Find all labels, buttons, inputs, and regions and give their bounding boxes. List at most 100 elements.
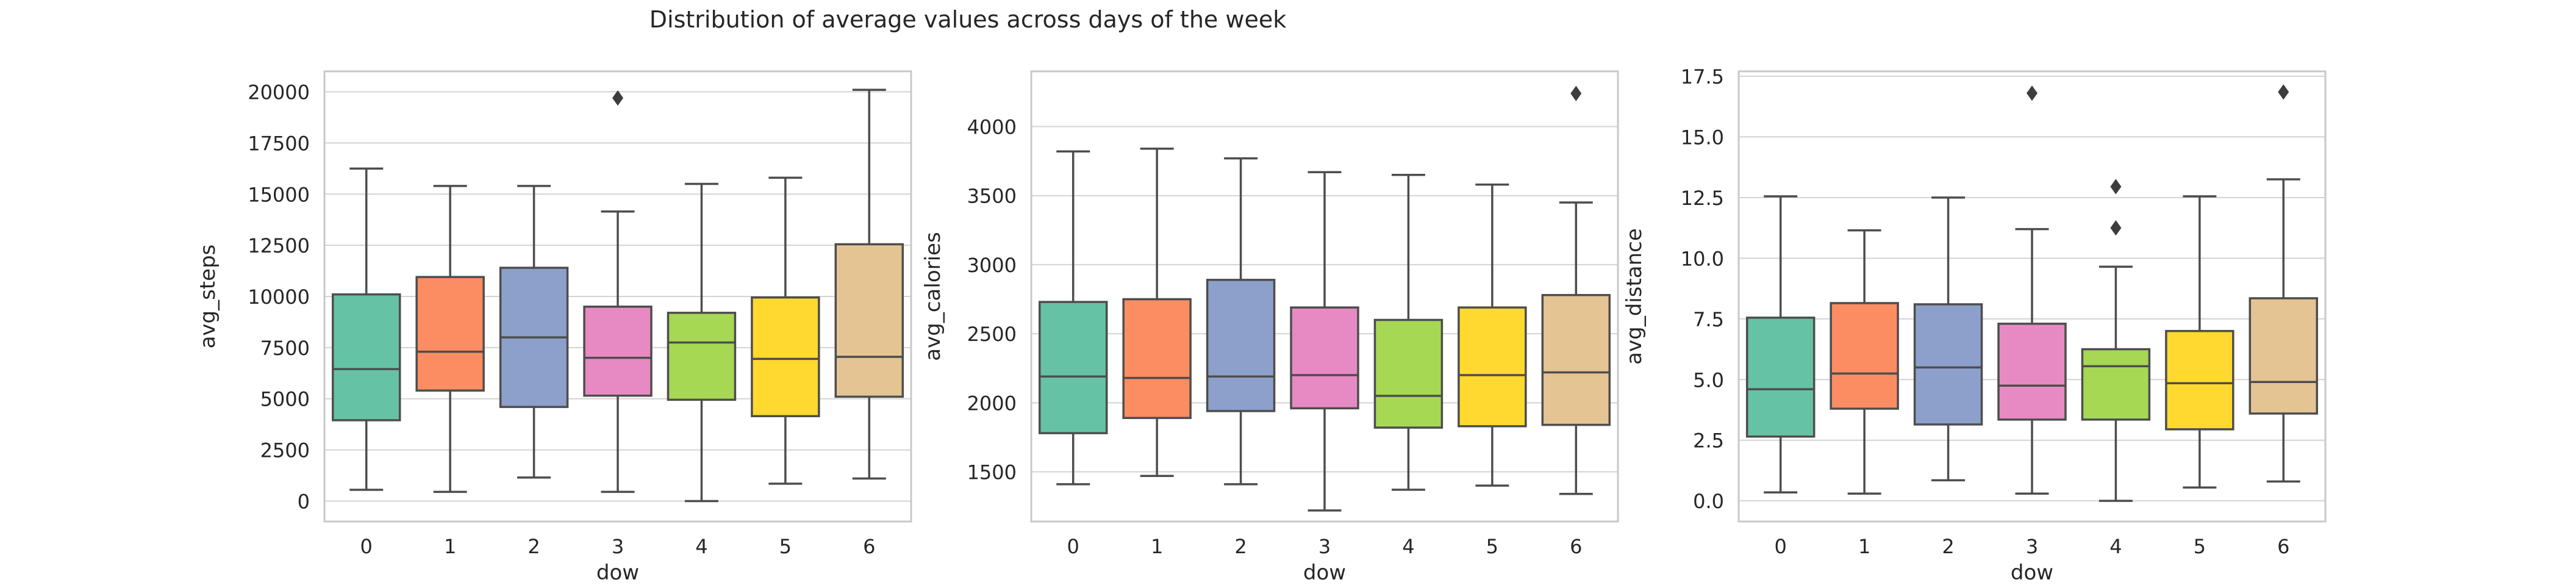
- x-tick-label: 1: [1858, 535, 1870, 558]
- iqr-box: [1913, 303, 1983, 426]
- iqr-box: [1745, 317, 1816, 438]
- y-tick-label: 17.5: [1681, 65, 1724, 88]
- x-tick-label: 2: [1942, 535, 1954, 558]
- y-tick-label: 10.0: [1681, 247, 1724, 270]
- x-tick-label: 2: [528, 535, 540, 558]
- y-tick-label: 0.0: [1693, 490, 1724, 513]
- x-tick-label: 5: [779, 535, 792, 558]
- box-dow-2: [1206, 157, 1276, 486]
- box-dow-1: [415, 185, 485, 493]
- y-tick-label: 5.0: [1693, 368, 1724, 392]
- iqr-box: [1122, 298, 1192, 419]
- y-axis-label: avg_calories: [921, 232, 945, 360]
- box-dow-1: [1122, 148, 1192, 478]
- x-tick-label: 4: [1402, 535, 1414, 558]
- axes-frame: [1737, 70, 2327, 523]
- x-tick-label: 0: [1775, 535, 1787, 558]
- iqr-box: [1206, 279, 1276, 412]
- outlier-point: [1570, 85, 1582, 101]
- y-tick-label: 12500: [248, 234, 310, 257]
- outlier-point: [2110, 220, 2122, 236]
- figure-title: Distribution of average values across da…: [649, 6, 1286, 33]
- box-dow-1: [1830, 229, 1899, 495]
- outlier-point: [2278, 84, 2289, 100]
- x-tick-label: 3: [1318, 535, 1331, 558]
- iqr-box: [2081, 348, 2151, 421]
- iqr-box: [2249, 297, 2319, 415]
- iqr-box: [667, 312, 737, 401]
- outlier-point: [2110, 179, 2122, 195]
- x-tick-label: 4: [695, 535, 707, 558]
- y-tick-label: 17500: [248, 132, 310, 155]
- box-dow-2: [499, 185, 569, 479]
- box-dow-5: [751, 176, 820, 485]
- y-tick-label: 3500: [967, 185, 1017, 208]
- iqr-box: [331, 293, 401, 421]
- y-tick-label: 15.0: [1681, 126, 1724, 149]
- box-dow-4: [667, 182, 737, 503]
- x-axis-label: dow: [2011, 561, 2053, 585]
- y-tick-label: 2000: [967, 392, 1017, 415]
- iqr-box: [1830, 302, 1899, 410]
- y-tick-label: 2500: [260, 439, 310, 462]
- y-axis-label: avg_distance: [1622, 228, 1647, 365]
- y-tick-label: 12.5: [1681, 187, 1724, 210]
- iqr-box: [1373, 318, 1444, 429]
- y-tick-label: 5000: [260, 388, 310, 411]
- iqr-box: [583, 306, 653, 397]
- box-dow-6: [2249, 84, 2319, 483]
- box-dow-5: [2165, 195, 2234, 489]
- axes-frame: [1030, 70, 1619, 523]
- box-dow-0: [1745, 195, 1816, 494]
- box-dow-0: [331, 167, 401, 491]
- box-dow-3: [1997, 85, 2067, 495]
- x-axis-label: dow: [596, 561, 639, 585]
- iqr-box: [834, 243, 904, 398]
- x-tick-label: 4: [2109, 535, 2122, 558]
- iqr-box: [2165, 329, 2234, 431]
- box-dow-4: [2081, 179, 2151, 502]
- box-dow-3: [1290, 171, 1359, 512]
- box-dow-2: [1913, 196, 1983, 482]
- y-tick-label: 20000: [248, 81, 310, 104]
- x-tick-label: 5: [2194, 535, 2206, 558]
- outlier-point: [2027, 85, 2038, 101]
- x-tick-label: 1: [1151, 535, 1163, 558]
- iqr-box: [415, 276, 485, 392]
- iqr-box: [1290, 306, 1359, 410]
- iqr-box: [1458, 306, 1527, 428]
- y-tick-label: 3000: [967, 254, 1017, 277]
- iqr-box: [1997, 323, 2067, 421]
- y-tick-label: 0: [298, 490, 310, 513]
- box-dow-3: [583, 90, 653, 493]
- y-tick-label: 1500: [967, 461, 1017, 484]
- y-tick-label: 2500: [967, 323, 1017, 346]
- iqr-box: [751, 296, 820, 417]
- y-tick-label: 7.5: [1693, 308, 1724, 331]
- y-tick-label: 15000: [248, 183, 310, 206]
- outlier-point: [612, 90, 623, 106]
- x-tick-label: 0: [1067, 535, 1079, 558]
- x-axis-label: dow: [1303, 561, 1346, 585]
- x-tick-label: 3: [2026, 535, 2038, 558]
- box-dow-5: [1458, 183, 1527, 487]
- iqr-box: [1038, 301, 1108, 434]
- y-tick-label: 4000: [967, 116, 1017, 139]
- box-dow-0: [1038, 150, 1108, 486]
- x-tick-label: 6: [863, 535, 875, 558]
- x-tick-label: 5: [1486, 535, 1498, 558]
- panel-avg_distance: 0.0 2.5 5.0 7.5 10.0 12.5 15.0 17.5 0 1 2 3 4 5 6 dow av…: [1622, 65, 2327, 585]
- y-tick-label: 2.5: [1693, 429, 1724, 453]
- y-tick-label: 7500: [260, 337, 310, 360]
- x-tick-label: 1: [444, 535, 456, 558]
- box-dow-6: [1541, 85, 1611, 495]
- x-tick-label: 3: [612, 535, 624, 558]
- iqr-box: [1541, 293, 1611, 426]
- y-tick-label: 10000: [248, 285, 310, 309]
- box-dow-4: [1373, 174, 1444, 491]
- panel-avg_calories: 1500 2000 2500 3000 3500 4000 0 1 2 3 4 5 6 dow avg_ca…: [921, 70, 1619, 585]
- x-tick-label: 0: [360, 535, 373, 558]
